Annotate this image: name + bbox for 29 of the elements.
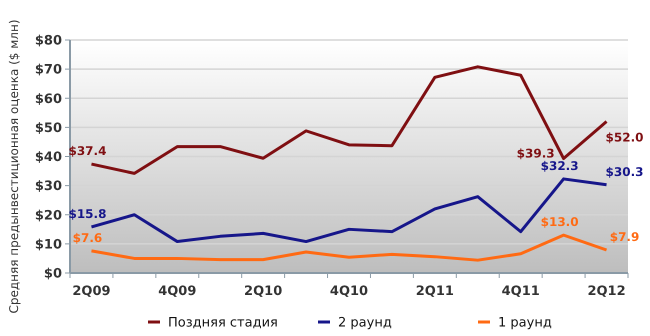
legend-label: 1 раунд (498, 316, 552, 331)
x-tick-label: 2Q12 (587, 284, 626, 299)
data-label: $7.6 (72, 230, 102, 245)
data-label: $39.3 (516, 146, 555, 161)
x-tick-label: 4Q11 (502, 284, 540, 299)
x-tick-label: 4Q09 (158, 284, 196, 299)
x-tick-label: 4Q10 (330, 284, 368, 299)
data-label: $52.0 (606, 130, 644, 145)
legend-label: 2 раунд (338, 316, 392, 331)
y-tick-label: $80 (34, 34, 62, 49)
y-axis-title: Средняя предынвестиционная оценка ($ млн) (7, 20, 21, 314)
y-tick-label: $20 (34, 208, 62, 224)
data-label: $37.4 (68, 144, 106, 158)
data-label: $13.0 (540, 215, 579, 230)
y-tick-label: $30 (34, 179, 62, 194)
data-label: $32.3 (540, 158, 579, 173)
y-tick-label: $40 (34, 150, 62, 166)
y-tick-label: $60 (34, 92, 62, 107)
y-tick-label: $0 (44, 266, 62, 282)
legend-label: Поздняя стадия (168, 316, 278, 331)
data-label: $7.9 (610, 230, 640, 244)
y-tick-label: $70 (34, 62, 62, 78)
y-tick-label: $50 (34, 120, 62, 136)
y-tick-label: $10 (34, 237, 62, 252)
x-tick-label: 2Q11 (416, 284, 454, 299)
data-label: $30.3 (606, 164, 644, 179)
data-label: $15.8 (68, 206, 106, 221)
x-tick-label: 2Q09 (72, 284, 111, 299)
x-tick-label: 2Q10 (244, 284, 282, 299)
